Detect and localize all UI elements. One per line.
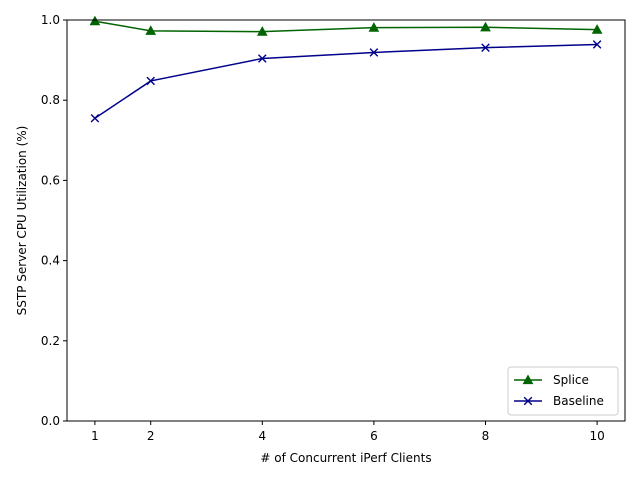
x-tick-label: 8 bbox=[482, 429, 490, 443]
data-point-splice bbox=[480, 21, 491, 32]
y-axis: 0.0 0.2 0.4 0.6 0.8 1.0 bbox=[41, 13, 67, 428]
series-layer bbox=[89, 15, 603, 123]
data-point-splice bbox=[145, 25, 157, 35]
data-point-baseline bbox=[146, 76, 155, 86]
legend-marker-baseline bbox=[523, 396, 533, 406]
x-axis: 1 2 4 6 8 10 bbox=[91, 421, 605, 443]
x-tick-label: 1 bbox=[91, 429, 99, 443]
legend-box bbox=[507, 366, 619, 416]
y-tick-label: 0.0 bbox=[41, 414, 60, 428]
y-tick-label: 0.6 bbox=[41, 173, 60, 187]
data-point-splice bbox=[256, 26, 268, 36]
data-point-splice bbox=[89, 15, 101, 26]
legend-marker-splice bbox=[522, 374, 534, 385]
data-point-baseline bbox=[90, 113, 100, 123]
data-point-baseline bbox=[481, 43, 490, 52]
x-axis-label: # of Concurrent iPerf Clients bbox=[260, 451, 431, 465]
data-point-baseline bbox=[592, 40, 602, 49]
y-tick-label: 1.0 bbox=[41, 13, 60, 27]
x-tick-label: 2 bbox=[147, 429, 155, 443]
y-tick-label: 0.2 bbox=[41, 334, 60, 348]
legend-label-splice: Splice bbox=[553, 373, 589, 387]
series-line-splice bbox=[94, 20, 598, 33]
y-axis-label: SSTP Server CPU Utilization (%) bbox=[15, 126, 29, 316]
x-tick-label: 6 bbox=[370, 429, 378, 443]
y-tick-label: 0.4 bbox=[41, 254, 60, 268]
data-point-baseline bbox=[258, 54, 267, 63]
x-tick-label: 10 bbox=[589, 429, 604, 443]
data-point-splice bbox=[368, 22, 380, 32]
legend-label-baseline: Baseline bbox=[553, 394, 604, 408]
data-point-splice bbox=[591, 24, 603, 34]
series-line-baseline bbox=[94, 43, 598, 119]
x-tick-label: 4 bbox=[258, 429, 266, 443]
y-tick-label: 0.8 bbox=[41, 93, 60, 107]
series-baseline bbox=[90, 40, 602, 123]
series-splice bbox=[89, 15, 603, 36]
legend: Splice Baseline bbox=[507, 366, 619, 416]
data-point-baseline bbox=[369, 48, 379, 57]
plot-frame bbox=[66, 19, 626, 422]
